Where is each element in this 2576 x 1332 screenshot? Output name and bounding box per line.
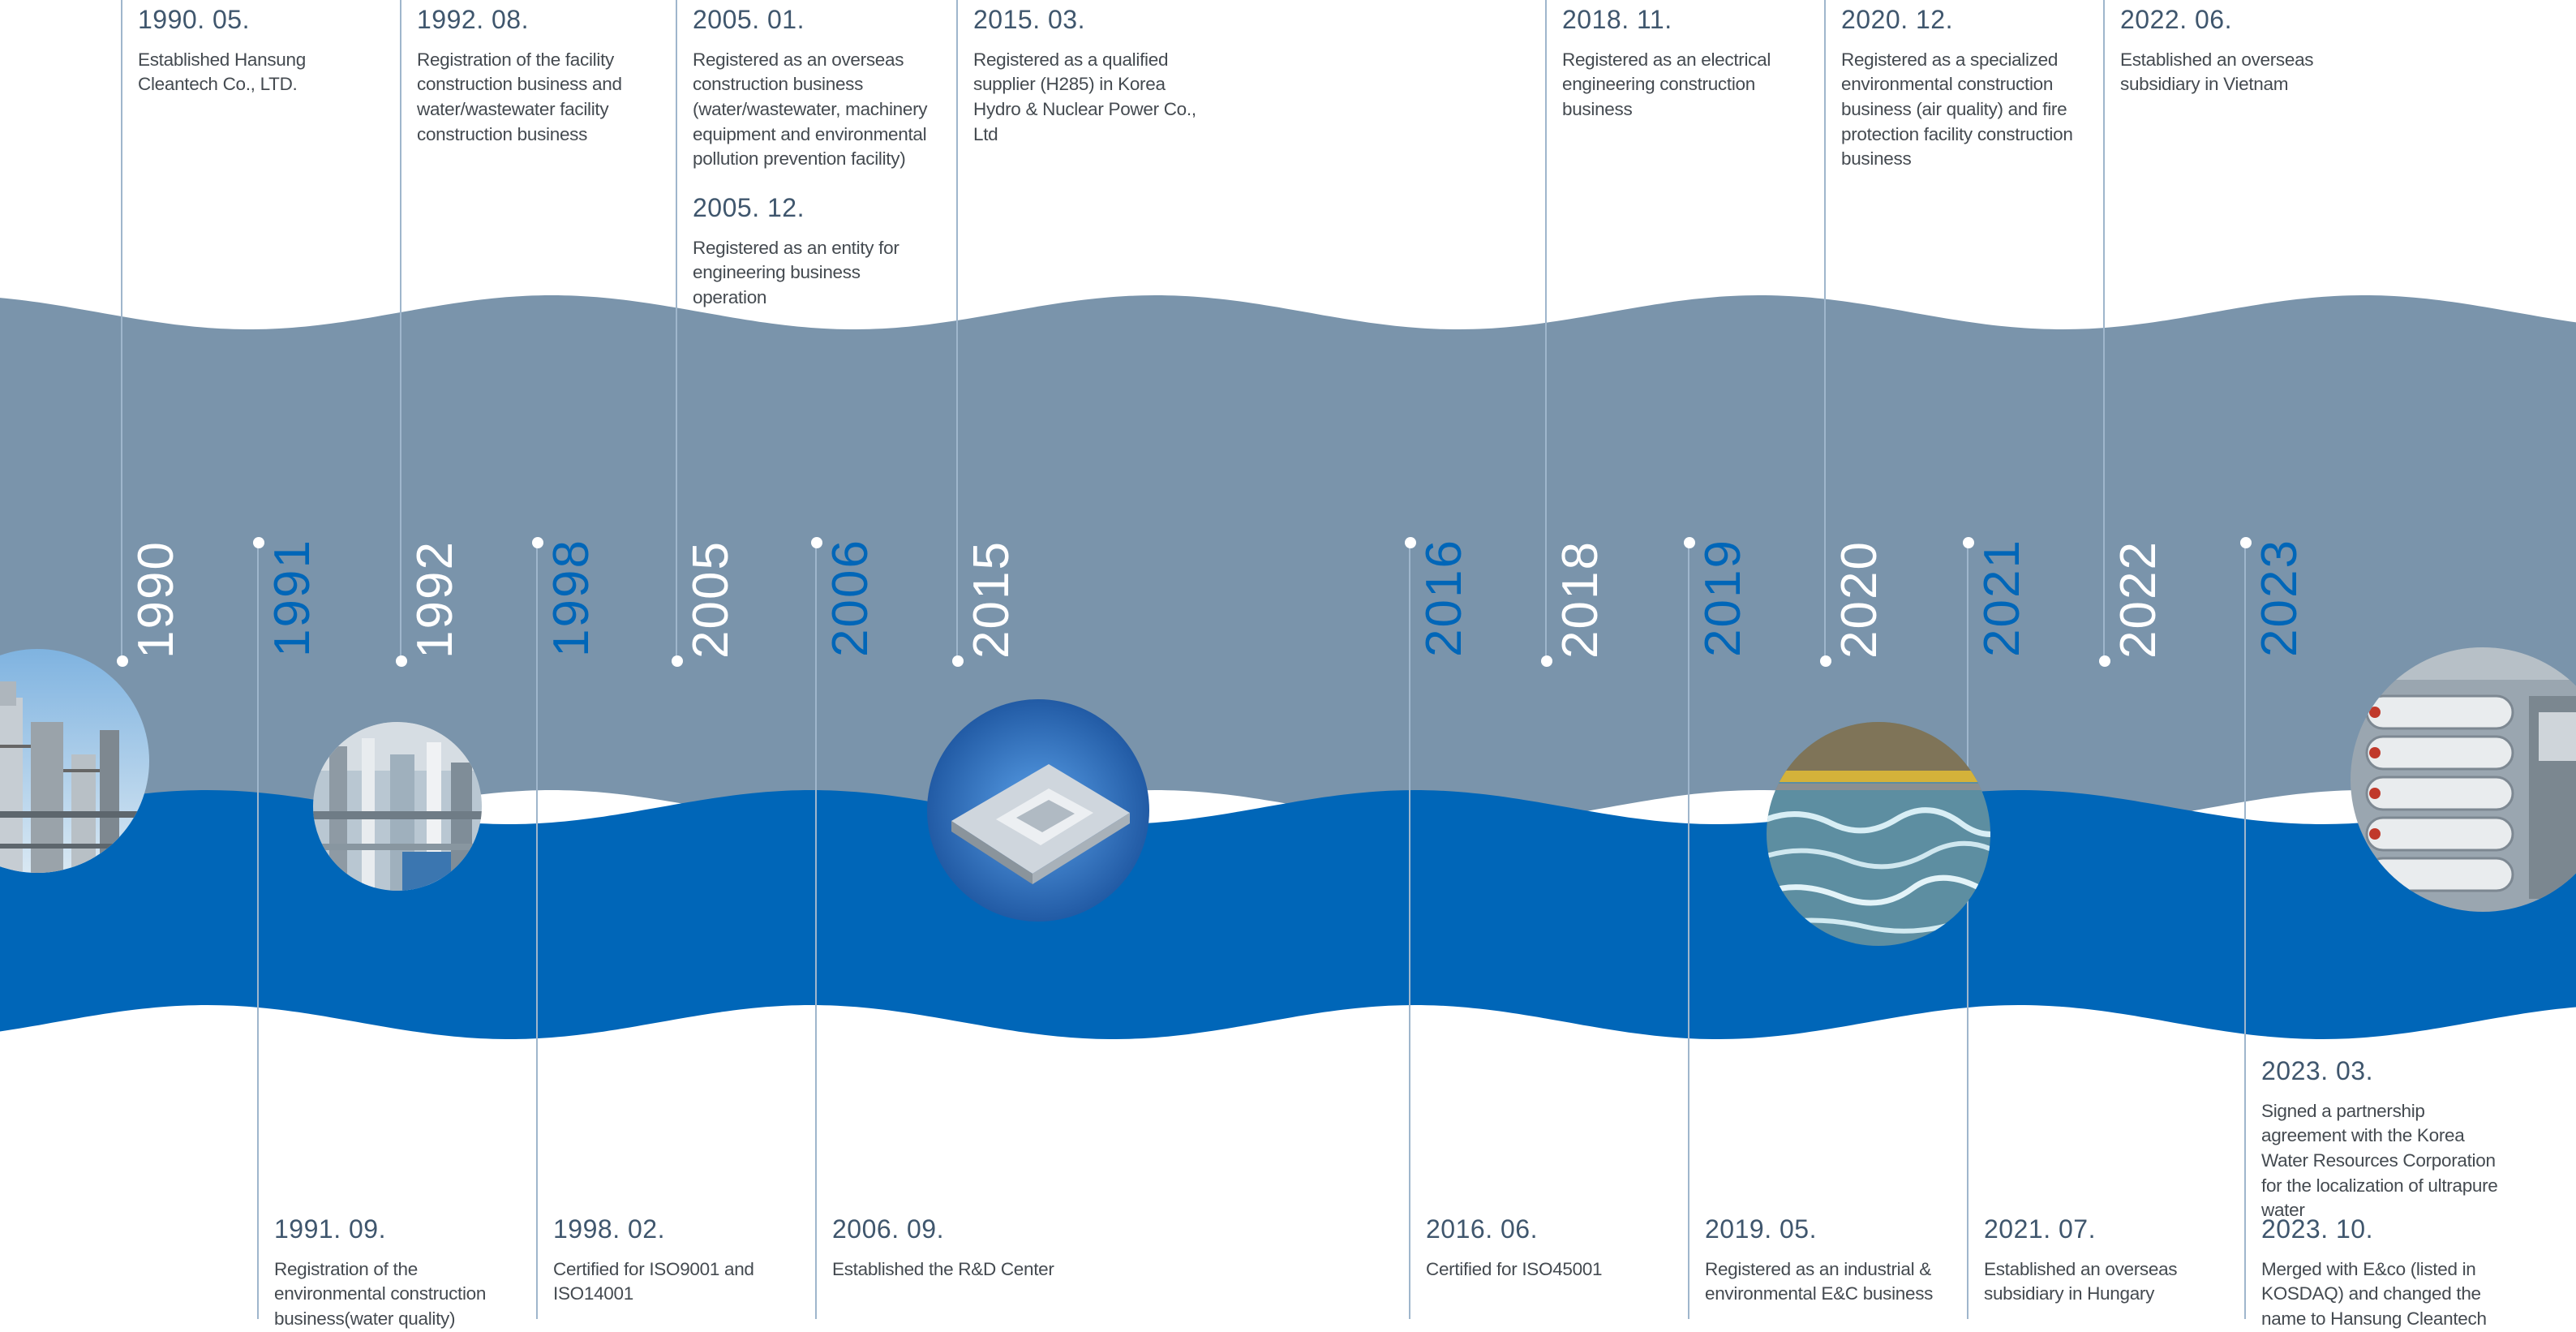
milestone-date: 1992. 08. — [417, 5, 529, 34]
milestone-text: Established an overseas subsidiary in Hu… — [1984, 1258, 2178, 1304]
timeline-line-1992 — [400, 0, 401, 661]
milestone-date: 1998. 02. — [553, 1214, 665, 1244]
year-text-2018: 2018 — [1552, 540, 1608, 659]
milestone-date: 1990. 05. — [138, 5, 250, 34]
milestone-date: 2019. 05. — [1705, 1214, 1817, 1244]
water-treatment-photo — [1767, 722, 1990, 946]
milestone-date: 2005. 01. — [693, 5, 805, 34]
milestone-2006-1: 2006. 09. Established the R&D Center — [832, 1214, 1075, 1282]
milestone-date: 2015. 03. — [973, 5, 1085, 34]
timeline-dot-1990 — [117, 655, 128, 667]
upper-wave-band — [0, 295, 2576, 824]
milestone-2021-1: 2021. 07. Established an overseas subsidi… — [1984, 1214, 2227, 1307]
milestone-2019-1: 2019. 05. Registered as an industrial & e… — [1705, 1214, 1948, 1307]
milestone-text: Signed a partnership agreement with the … — [2261, 1100, 2498, 1221]
milestone-text: Registered as an entity for engineering … — [693, 237, 899, 307]
year-text-2016: 2016 — [1416, 539, 1472, 657]
timeline-line-2020 — [1824, 0, 1826, 661]
timeline-line-2016 — [1409, 542, 1410, 1319]
year-text-2019: 2019 — [1695, 539, 1751, 657]
milestone-2005-2: 2005. 12. Registered as an entity for eng… — [693, 193, 936, 311]
timeline-line-2006 — [815, 542, 817, 1319]
timeline-dot-2016 — [1405, 537, 1416, 548]
year-text-2022: 2022 — [2110, 540, 2166, 659]
timeline-line-1990 — [121, 0, 122, 661]
milestone-2023-2: 2023. 10. Merged with E&co (listed in KOS… — [2261, 1214, 2505, 1332]
timeline-line-2005 — [676, 0, 677, 661]
milestone-1998-1: 1998. 02. Certified for ISO9001 and ISO14… — [553, 1214, 796, 1307]
milestone-date: 2021. 07. — [1984, 1214, 2096, 1244]
milestone-date: 1991. 09. — [274, 1214, 386, 1244]
milestone-text: Merged with E&co (listed in KOSDAQ) and … — [2261, 1258, 2487, 1329]
milestone-date: 2018. 11. — [1562, 5, 1672, 34]
milestone-date: 2005. 12. — [693, 193, 805, 222]
milestone-text: Established Hansung Cleantech Co., LTD. — [138, 49, 306, 95]
milestone-text: Registered as an electrical engineering … — [1562, 49, 1771, 119]
milestone-2015-1: 2015. 03. Registered as a qualified suppl… — [973, 5, 1217, 147]
timeline-line-2019 — [1688, 542, 1689, 1319]
milestone-date: 2006. 09. — [832, 1214, 944, 1244]
year-text-2006: 2006 — [822, 539, 878, 657]
cpu-chip-photo — [927, 699, 1149, 922]
milestone-2005-1: 2005. 01. Registered as an overseas const… — [693, 5, 936, 172]
milestone-text: Established an overseas subsidiary in Vi… — [2120, 49, 2314, 95]
timeline-dot-1992 — [396, 655, 407, 667]
timeline-line-2023 — [2244, 542, 2246, 1319]
year-text-1998: 1998 — [543, 539, 599, 657]
milestone-1992-1: 1992. 08. Registration of the facility co… — [417, 5, 660, 147]
milestone-2016-1: 2016. 06. Certified for ISO45001 — [1426, 1214, 1669, 1282]
timeline-dot-2021 — [1963, 537, 1974, 548]
timeline-dot-2015 — [952, 655, 964, 667]
timeline-dot-2018 — [1541, 655, 1552, 667]
milestone-2022-1: 2022. 06. Established an overseas subsidi… — [2120, 5, 2363, 97]
milestone-text: Registration of the facility constructio… — [417, 49, 622, 144]
milestone-text: Registration of the environmental constr… — [274, 1258, 487, 1329]
membrane-filters-photo — [2351, 647, 2576, 912]
milestone-text: Registered as a qualified supplier (H285… — [973, 49, 1196, 144]
timeline-dot-1998 — [532, 537, 543, 548]
year-text-2020: 2020 — [1831, 540, 1887, 659]
timeline-line-2021 — [1967, 542, 1968, 1319]
timeline-dot-1991 — [253, 537, 264, 548]
timeline-dot-2023 — [2240, 537, 2252, 548]
timeline-dot-2019 — [1684, 537, 1695, 548]
milestone-2023-1: 2023. 03. Signed a partnership agreement … — [2261, 1056, 2505, 1223]
milestone-text: Established the R&D Center — [832, 1258, 1054, 1279]
timeline-dot-2022 — [2099, 655, 2110, 667]
milestone-text: Registered as an industrial & environmen… — [1705, 1258, 1934, 1304]
year-text-2023: 2023 — [2252, 539, 2308, 657]
timeline-dot-2005 — [672, 655, 683, 667]
milestone-date: 2023. 10. — [2261, 1214, 2373, 1244]
plant-pipes-photo — [313, 722, 482, 891]
timeline-line-2022 — [2103, 0, 2105, 661]
timeline-dot-2006 — [811, 537, 822, 548]
year-text-2005: 2005 — [683, 540, 739, 659]
milestone-1990-1: 1990. 05. Established Hansung Cleantech C… — [138, 5, 381, 97]
year-text-2015: 2015 — [964, 540, 1020, 659]
milestone-text: Certified for ISO9001 and ISO14001 — [553, 1258, 754, 1304]
milestone-text: Certified for ISO45001 — [1426, 1258, 1603, 1279]
timeline-line-1998 — [536, 542, 538, 1319]
year-text-1991: 1991 — [264, 539, 320, 657]
milestone-date: 2023. 03. — [2261, 1056, 2373, 1085]
milestone-2018-1: 2018. 11. Registered as an electrical eng… — [1562, 5, 1805, 122]
milestone-date: 2020. 12. — [1841, 5, 1953, 34]
year-text-1992: 1992 — [407, 540, 463, 659]
year-text-2021: 2021 — [1974, 539, 2030, 657]
timeline-line-2018 — [1545, 0, 1547, 661]
milestone-2020-1: 2020. 12. Registered as a specialized env… — [1841, 5, 2084, 172]
timeline-line-1991 — [257, 542, 259, 1319]
milestone-1991-1: 1991. 09. Registration of the environment… — [274, 1214, 517, 1332]
milestone-date: 2022. 06. — [2120, 5, 2232, 34]
timeline-line-2015 — [956, 0, 958, 661]
year-text-1990: 1990 — [128, 540, 184, 659]
timeline-dot-2020 — [1820, 655, 1831, 667]
milestone-date: 2016. 06. — [1426, 1214, 1538, 1244]
milestone-text: Registered as a specialized environmenta… — [1841, 49, 2073, 170]
milestone-text: Registered as an overseas construction b… — [693, 49, 928, 170]
